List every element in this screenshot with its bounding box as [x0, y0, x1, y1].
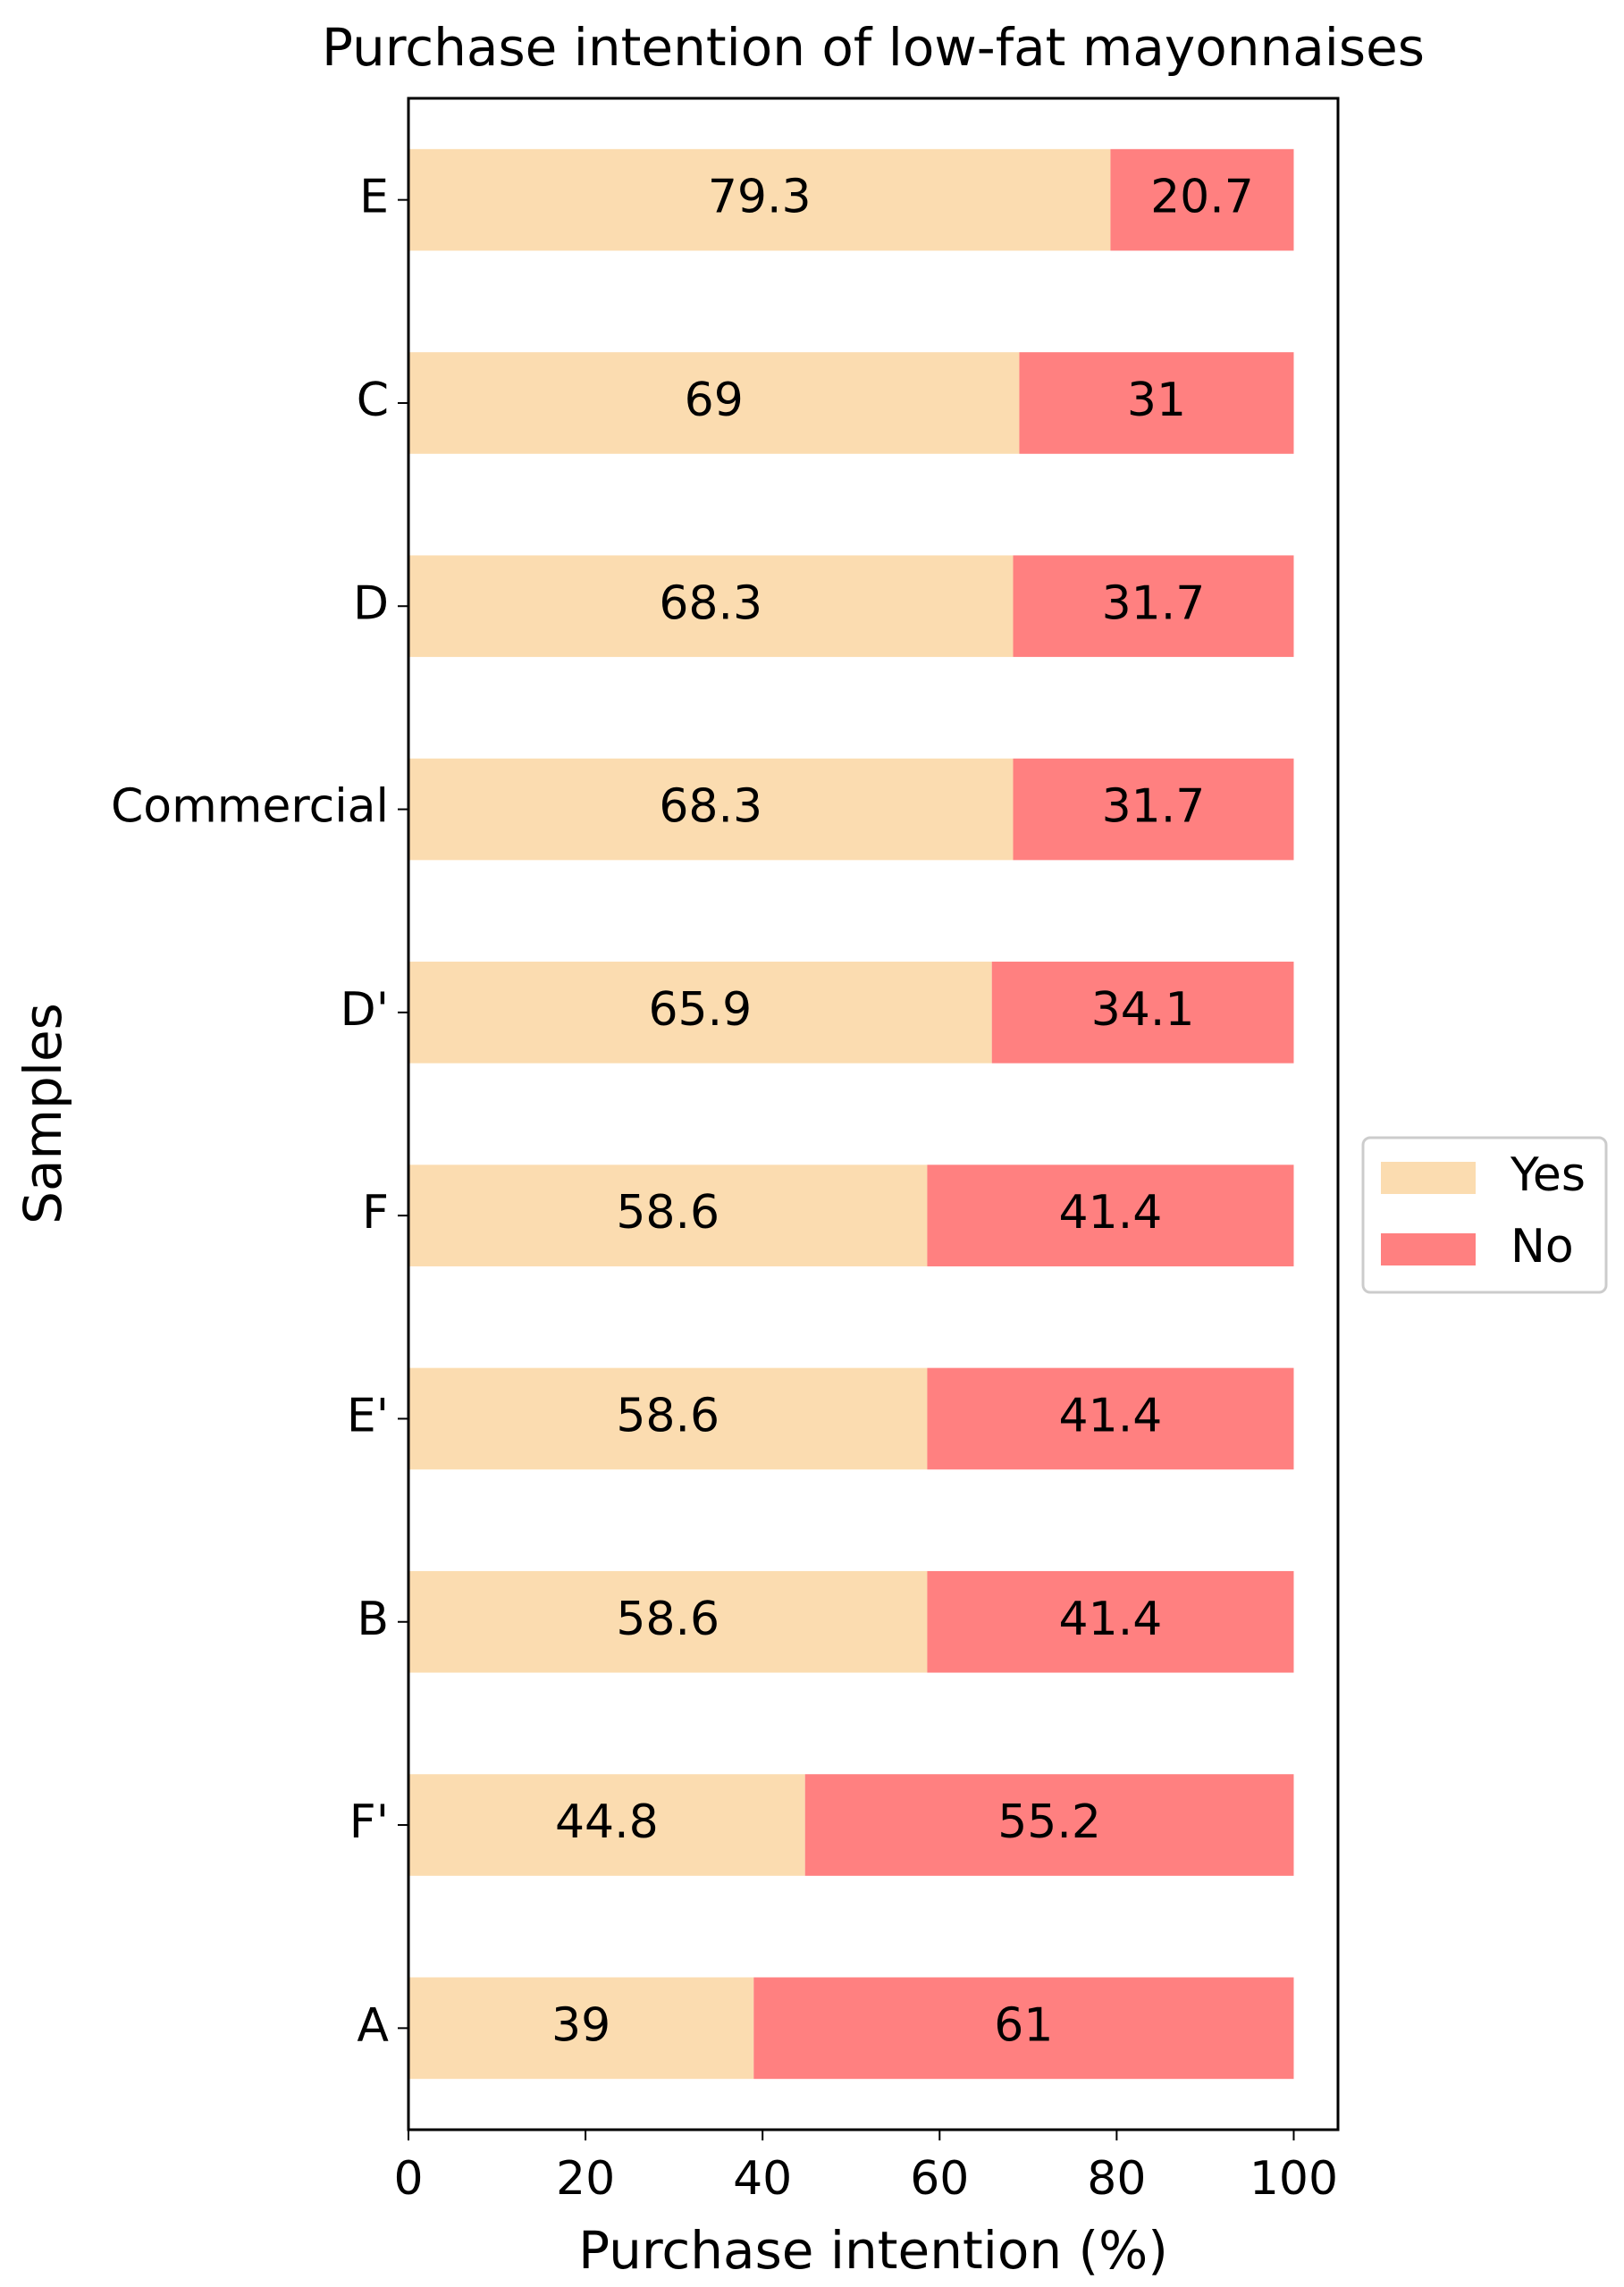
bar-segment: [408, 1977, 754, 2080]
data-label: 68.3: [659, 780, 762, 834]
bar-segment: [408, 758, 1014, 861]
data-label: 41.4: [1059, 1593, 1163, 1646]
data-label: 69: [685, 374, 744, 427]
y-tick-label: A: [357, 1998, 389, 2052]
data-label: 41.4: [1059, 1389, 1163, 1442]
legend-label: No: [1510, 1220, 1574, 1274]
y-tick-label: F: [362, 1186, 389, 1240]
y-tick-label: D: [353, 576, 389, 630]
bar-segment: [408, 352, 1020, 454]
bar-segment: [753, 1977, 1294, 2080]
data-label: 44.8: [555, 1795, 659, 1849]
chart-title: Purchase intention of low-fat mayonnaise…: [322, 17, 1425, 78]
y-tick-label: E': [347, 1389, 389, 1442]
bar-segment: [1013, 555, 1294, 658]
x-tick-label: 0: [393, 2152, 423, 2206]
bar-segment: [927, 1367, 1294, 1470]
bar-segment: [804, 1774, 1294, 1876]
data-label: 68.3: [659, 576, 762, 630]
y-tick-label: F': [349, 1795, 389, 1849]
data-label: 65.9: [648, 983, 752, 1037]
bar-segment: [1110, 148, 1294, 251]
data-label: 39: [551, 1998, 610, 2052]
bar-segment: [408, 962, 992, 1064]
y-tick-label: E: [359, 171, 389, 224]
y-tick-label: Commercial: [111, 780, 389, 834]
data-label: 34.1: [1091, 983, 1195, 1037]
y-tick-label: B: [357, 1593, 389, 1646]
bar-segment: [408, 148, 1111, 251]
bar-segment: [927, 1165, 1294, 1266]
data-label: 31: [1127, 374, 1186, 427]
data-label: 55.2: [997, 1795, 1101, 1849]
x-axis-label: Purchase intention (%): [578, 2220, 1168, 2281]
bar-segment: [1013, 758, 1294, 861]
bar-segment: [408, 1570, 928, 1673]
data-label: 61: [994, 1998, 1053, 2052]
x-tick-label: 40: [733, 2152, 792, 2206]
legend-label: Yes: [1510, 1148, 1586, 1202]
data-label: 31.7: [1102, 780, 1206, 834]
y-axis-label: Samples: [13, 1003, 73, 1224]
y-tick-label: C: [357, 374, 389, 427]
x-tick-label: 60: [910, 2152, 969, 2206]
bar-segment: [927, 1570, 1294, 1673]
x-tick-label: 20: [556, 2152, 615, 2206]
y-tick-label: D': [341, 983, 389, 1037]
bar-segment: [408, 1367, 928, 1470]
plot-frame: [407, 97, 1340, 2131]
data-label: 31.7: [1102, 576, 1206, 630]
data-label: 58.6: [616, 1186, 719, 1240]
data-label: 58.6: [616, 1593, 719, 1646]
bar-segment: [408, 555, 1014, 658]
bar-segment: [991, 962, 1294, 1064]
data-label: 20.7: [1150, 171, 1254, 224]
x-tick-label: 100: [1250, 2152, 1338, 2206]
x-tick-label: 80: [1087, 2152, 1146, 2206]
legend-swatch: [1381, 1162, 1476, 1194]
data-label: 58.6: [616, 1389, 719, 1442]
bar-segment: [1019, 352, 1294, 454]
bar-segment: [408, 1774, 805, 1876]
data-label: 79.3: [708, 171, 812, 224]
legend-swatch: [1381, 1233, 1476, 1265]
data-label: 41.4: [1059, 1186, 1163, 1240]
bar-segment: [408, 1165, 928, 1266]
